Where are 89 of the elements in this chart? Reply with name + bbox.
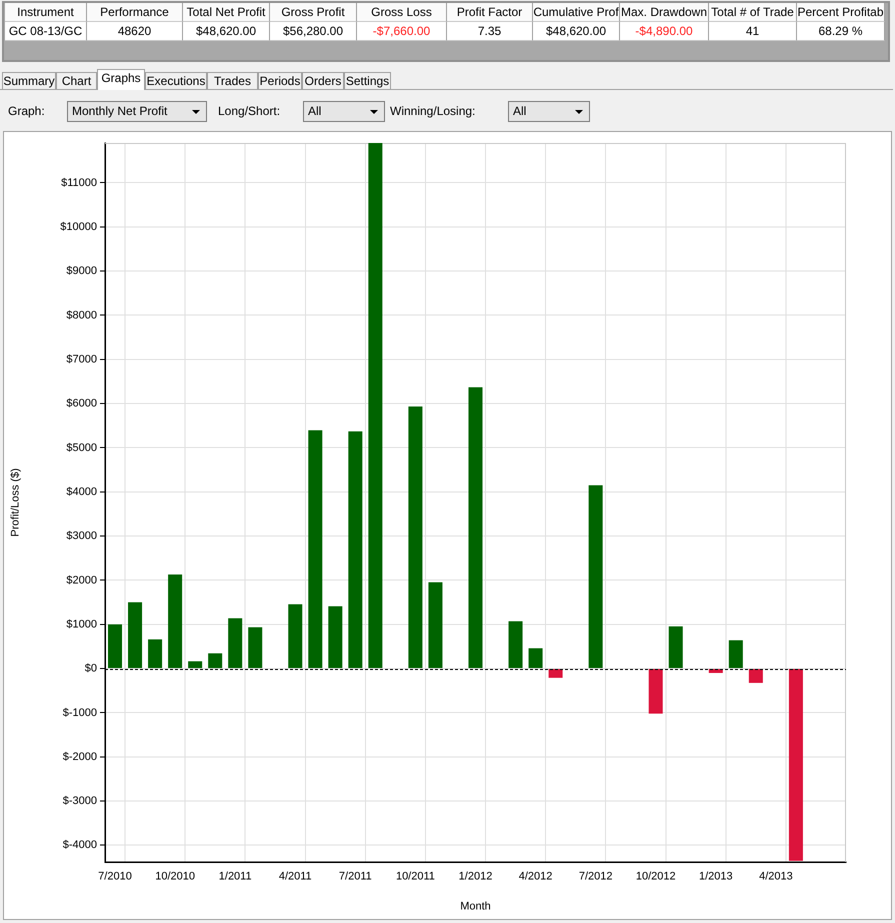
- tab[interactable]: Executions: [145, 72, 207, 90]
- bar: [148, 639, 162, 668]
- x-tick-label: 10/2010: [155, 870, 195, 883]
- x-tick-label: 7/2011: [338, 870, 372, 883]
- y-axis-title: Profit/Loss ($): [10, 468, 22, 537]
- text: GC 08-13/GC: [5, 22, 87, 41]
- x-tick-label: 7/2012: [578, 870, 612, 883]
- bar: [468, 387, 483, 668]
- text: 68.29 %: [797, 22, 885, 41]
- x-tick-label: 7/2010: [98, 870, 132, 883]
- x-axis-title: Month: [460, 900, 491, 912]
- y-tick-label: $-2000: [62, 750, 97, 763]
- bar: [368, 143, 382, 668]
- y-tick-label: $0: [84, 662, 97, 675]
- x-tick-label: 10/2012: [636, 870, 676, 883]
- tab[interactable]: Trades: [207, 72, 258, 90]
- bar: [188, 661, 202, 668]
- text: 41: [709, 22, 797, 41]
- tab[interactable]: Periods: [258, 72, 302, 90]
- text: Total # of Trade: [709, 3, 797, 22]
- text: $48,620.00: [183, 22, 270, 41]
- text: $48,620.00: [533, 22, 620, 41]
- dropdown[interactable]: All: [508, 101, 590, 122]
- tab[interactable]: Orders: [302, 72, 344, 90]
- bar: [328, 606, 342, 668]
- y-tick-label: $2000: [66, 574, 97, 586]
- text: -$4,890.00: [620, 22, 709, 41]
- text: Cumulative Prof: [533, 3, 620, 22]
- x-tick-label: 1/2013: [698, 870, 733, 883]
- dropdown[interactable]: Monthly Net Profit: [67, 101, 207, 122]
- text: 7.35: [447, 22, 533, 41]
- bar: [308, 430, 322, 668]
- bar: [748, 669, 763, 683]
- y-tick-label: $11000: [61, 176, 97, 189]
- bar: [788, 669, 803, 861]
- text: Long/Short:: [218, 104, 280, 118]
- text: Winning/Losing:: [390, 104, 476, 118]
- text: Profit Factor: [447, 3, 533, 22]
- text: Percent Profitab: [797, 3, 885, 22]
- text: Performance: [87, 3, 183, 22]
- tab[interactable]: Graphs: [97, 69, 145, 90]
- bar: [108, 624, 122, 668]
- bar: [228, 618, 242, 668]
- y-tick-label: $-4000: [62, 839, 97, 852]
- bar: [348, 431, 362, 668]
- bar: [508, 621, 523, 668]
- y-tick-label: $-3000: [62, 795, 97, 808]
- x-tick-label: 4/2012: [518, 870, 552, 883]
- y-tick-label: $8000: [66, 309, 97, 322]
- x-tick-label: 4/2013: [759, 870, 793, 883]
- y-tick-label: $6000: [66, 398, 97, 410]
- text: -$7,660.00: [357, 22, 447, 41]
- y-tick-label: $5000: [66, 442, 97, 454]
- text: Max. Drawdown: [620, 3, 709, 22]
- y-tick-label: $-1000: [62, 706, 97, 719]
- bar: [728, 640, 743, 668]
- x-tick-label: 10/2011: [396, 870, 435, 883]
- bar: [528, 648, 543, 668]
- x-tick-label: 1/2012: [458, 870, 492, 883]
- text: Gross Loss: [357, 3, 447, 22]
- tab[interactable]: Settings: [344, 72, 391, 90]
- bar: [208, 653, 222, 668]
- bar: [648, 669, 663, 714]
- dropdown[interactable]: All: [303, 101, 385, 122]
- y-tick-label: $3000: [66, 530, 97, 542]
- text: Graph:: [8, 104, 45, 118]
- bar: [428, 582, 442, 668]
- bar: [168, 574, 182, 668]
- y-tick-label: $9000: [66, 265, 97, 278]
- y-tick-label: $1000: [66, 618, 97, 630]
- bar: [248, 627, 262, 668]
- x-tick-label: 4/2011: [278, 870, 312, 883]
- bar: [128, 602, 142, 668]
- y-tick-label: $10000: [60, 220, 97, 233]
- tab[interactable]: Summary: [2, 72, 56, 90]
- bar: [288, 604, 302, 668]
- bar: [408, 406, 422, 668]
- text: Total Net Profit: [183, 3, 270, 22]
- text: 48620: [87, 22, 183, 41]
- x-tick-label: 1/2011: [218, 870, 252, 883]
- text: Gross Profit: [270, 3, 357, 22]
- bar: [588, 485, 603, 668]
- bar: [548, 669, 563, 678]
- tab[interactable]: Chart: [56, 72, 97, 90]
- bar: [668, 626, 683, 668]
- y-tick-label: $7000: [66, 353, 97, 366]
- y-tick-label: $4000: [66, 486, 97, 498]
- text: Instrument: [5, 3, 87, 22]
- text: $56,280.00: [270, 22, 357, 41]
